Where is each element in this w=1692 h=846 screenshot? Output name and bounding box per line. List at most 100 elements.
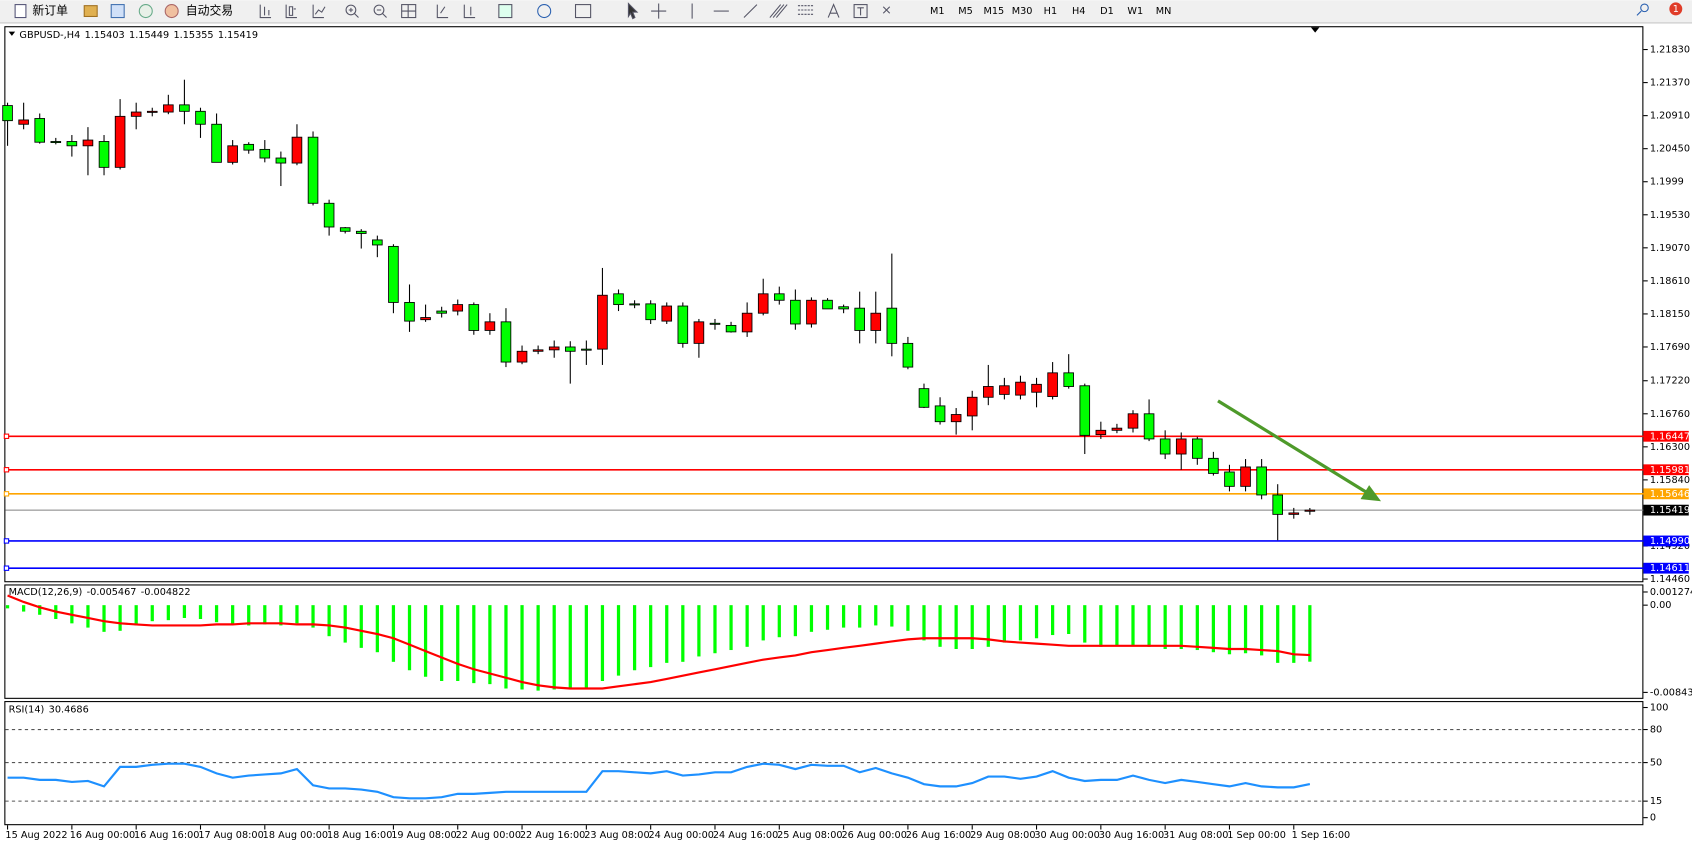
x-tick-label: 1 Sep 16:00: [1292, 830, 1351, 841]
candle-body: [806, 299, 817, 325]
candle-body: [629, 303, 640, 306]
autoscroll-icon[interactable]: [436, 4, 449, 19]
level-label: 1.14611: [1650, 563, 1690, 574]
candle-body: [1175, 438, 1187, 455]
candle-body: [1256, 466, 1267, 496]
candle-body: [1159, 438, 1171, 455]
candle-body: [886, 307, 898, 344]
channel-icon[interactable]: [769, 4, 788, 18]
auto-trading-button[interactable]: 自动交易: [186, 4, 233, 18]
symbol-menu-icon[interactable]: [8, 31, 16, 36]
timeframe-button[interactable]: H4: [1072, 6, 1085, 17]
cursor-icon[interactable]: [627, 2, 639, 20]
y-tick-label: 1.1999: [1650, 177, 1684, 188]
new-order-icon[interactable]: [14, 4, 27, 19]
auto-trading-icon[interactable]: [164, 4, 179, 19]
candle-body: [693, 321, 705, 344]
candle-body: [613, 293, 624, 306]
candle-body: [757, 293, 769, 314]
arrow-head: [1360, 485, 1382, 502]
zoom-in-icon[interactable]: [345, 4, 357, 16]
toolbar-icon[interactable]: [110, 4, 125, 19]
timeframe-button[interactable]: M1: [930, 6, 945, 17]
rsi-pane-border: [4, 701, 1644, 826]
candle-body: [323, 202, 335, 228]
pane-title: MACD(12,26,9) -0.005467 -0.004822: [9, 587, 191, 598]
y-tick-label: 1.15840: [1650, 475, 1690, 486]
timeframe-button[interactable]: MN: [1156, 6, 1172, 17]
level-label-box: [1643, 562, 1689, 574]
candle-body: [661, 305, 673, 322]
candle-body: [243, 143, 255, 151]
timeframe-button[interactable]: M30: [1012, 6, 1033, 17]
x-tick-label: 24 Aug 16:00: [713, 830, 778, 841]
y-tick-label: 1.19070: [1650, 243, 1690, 254]
fibo-icon[interactable]: [797, 5, 814, 15]
timeframe-button[interactable]: H1: [1044, 6, 1057, 17]
toolbar-icon[interactable]: [138, 4, 153, 19]
candle-body: [902, 342, 914, 368]
level-label-box: [1643, 488, 1689, 500]
level-handle: [3, 491, 10, 497]
candle-body: [516, 350, 528, 363]
shift-icon[interactable]: [463, 4, 476, 19]
toolbar-icon[interactable]: [83, 5, 98, 18]
y-tick-label: 100: [1650, 703, 1669, 714]
candle-body: [2, 105, 13, 122]
candle-body: [966, 396, 978, 417]
candle-body: [195, 110, 206, 125]
candle-body: [1095, 429, 1107, 436]
x-tick-label: 22 Aug 00:00: [456, 830, 521, 841]
candle-body: [548, 346, 560, 351]
title-value: 30.4686: [49, 705, 89, 716]
candle-body: [1240, 466, 1251, 487]
label-tool-icon[interactable]: [853, 4, 868, 19]
shapes-icon[interactable]: [882, 6, 891, 14]
level-handle: [3, 565, 10, 571]
notification-badge[interactable]: [1669, 2, 1683, 16]
zoom-out-icon[interactable]: [373, 4, 385, 16]
candle-body: [1143, 413, 1155, 440]
candle-body: [597, 294, 608, 350]
chart-panes: [4, 26, 1644, 826]
candle-body: [564, 346, 576, 352]
text-tool-icon[interactable]: [827, 3, 840, 18]
x-tick-label: 30 Aug 16:00: [1099, 830, 1164, 841]
x-tick-label: 24 Aug 00:00: [649, 830, 714, 841]
periods-icon[interactable]: [537, 4, 552, 19]
arrow-shaft: [1217, 399, 1368, 495]
new-order-button[interactable]: 新订单: [32, 4, 68, 18]
toolbar-icons: [259, 2, 1649, 20]
candle-body: [741, 312, 753, 333]
candle-body: [66, 141, 78, 147]
templates-icon[interactable]: [574, 4, 592, 19]
search-icon[interactable]: [1636, 10, 1642, 16]
candle-body: [339, 227, 351, 232]
candle-body: [532, 349, 544, 352]
candle-body: [999, 385, 1010, 395]
level-label-box: [1643, 535, 1689, 547]
indicators-icon[interactable]: [498, 4, 513, 19]
candle-body: [838, 306, 849, 310]
crosshair-icon[interactable]: [651, 3, 667, 19]
trendline-icon[interactable]: [743, 4, 758, 18]
x-tick-label: 18 Aug 16:00: [327, 830, 392, 841]
y-tick-label: 1.17690: [1650, 342, 1690, 353]
macd-pane-border: [4, 584, 1644, 699]
line-chart-icon[interactable]: [312, 4, 326, 19]
candle-body: [259, 148, 271, 159]
timeframe-button[interactable]: W1: [1127, 6, 1143, 17]
candle-body: [822, 299, 833, 310]
timeframe-button[interactable]: M15: [983, 6, 1004, 17]
timeframe-button[interactable]: M5: [958, 6, 973, 17]
toolbar-background: [0, 0, 1692, 23]
x-tick-label: 16 Aug 16:00: [134, 830, 199, 841]
bar-chart-icon[interactable]: [259, 4, 272, 19]
candle-body: [275, 157, 287, 164]
candle-body: [1288, 512, 1300, 515]
candle-chart-icon[interactable]: [285, 4, 297, 19]
timeframe-button[interactable]: D1: [1100, 6, 1114, 17]
